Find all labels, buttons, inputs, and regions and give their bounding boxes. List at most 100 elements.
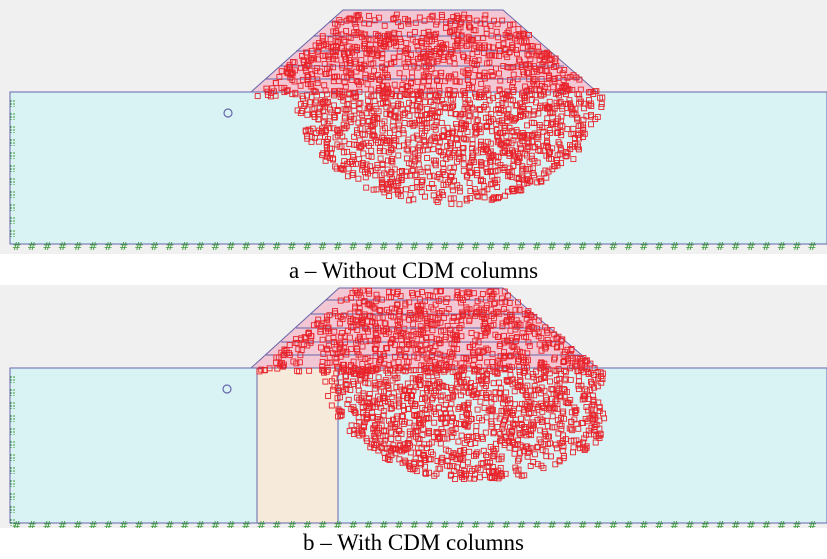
particle: [411, 353, 418, 360]
particle: [492, 299, 499, 306]
particle: [365, 152, 372, 159]
particle: [342, 53, 349, 60]
particle: [411, 62, 418, 69]
particle: [566, 97, 573, 104]
particle: [495, 467, 502, 474]
particle: [426, 357, 433, 364]
particle: [507, 21, 514, 28]
particle: [410, 387, 417, 394]
particle: [445, 395, 452, 401]
particle: [415, 47, 422, 54]
boundary-pin: #: [685, 240, 694, 253]
particle: [409, 36, 416, 43]
boundary-pin: #: [502, 519, 511, 528]
particle: [458, 317, 465, 324]
particle: [480, 312, 487, 319]
particle: [435, 310, 442, 317]
particle: [459, 110, 466, 117]
particle: [393, 384, 400, 391]
particle: [423, 40, 430, 47]
particle: [394, 321, 401, 328]
particle: [506, 408, 513, 415]
particle: [416, 166, 423, 173]
particle: [396, 48, 403, 55]
particle: [380, 99, 386, 106]
particle: [458, 471, 465, 478]
particle: [362, 356, 369, 362]
boundary-pin: #: [471, 519, 480, 528]
particle: [466, 306, 473, 313]
particle: [453, 294, 460, 301]
particle: [402, 300, 409, 307]
particle: [449, 102, 456, 109]
particle: [519, 387, 526, 394]
particle: [340, 149, 347, 156]
particle: [368, 153, 375, 160]
particle: [337, 394, 343, 401]
particle: [433, 197, 440, 203]
particle: [418, 125, 425, 132]
particle: [506, 172, 513, 179]
particle: [396, 456, 403, 463]
particle: [527, 463, 534, 469]
particle: [465, 41, 472, 48]
particle: [422, 120, 429, 127]
particle: [579, 396, 586, 403]
particle: [274, 365, 281, 372]
particle: [537, 427, 544, 434]
particle: [538, 82, 545, 89]
failure-zone-particles-a: [254, 11, 606, 208]
particle: [344, 401, 351, 407]
particle: [436, 288, 443, 295]
particle: [285, 64, 292, 71]
particle: [369, 131, 376, 138]
particle: [311, 88, 318, 95]
particle: [469, 141, 476, 147]
particle: [458, 33, 465, 40]
particle: [481, 44, 488, 51]
particle: [359, 320, 366, 327]
particle: [475, 339, 482, 346]
particle: [346, 427, 353, 434]
boundary-pin: #: [165, 240, 174, 253]
particle: [361, 20, 368, 27]
particle: [494, 21, 501, 28]
particle: [352, 89, 359, 96]
boundary-pin: #: [287, 519, 296, 528]
particle: [430, 378, 437, 385]
particle: [506, 300, 513, 306]
boundary-pin: #: [502, 240, 511, 253]
particle: [417, 54, 424, 61]
particle: [440, 166, 447, 173]
particle: [526, 325, 533, 332]
particle: [291, 78, 298, 85]
particle: [509, 381, 516, 388]
particle: [322, 378, 329, 385]
particle: [551, 424, 558, 431]
particle: [506, 124, 513, 131]
particle: [440, 100, 447, 107]
particle: [323, 153, 330, 160]
particle: [317, 42, 324, 49]
particle: [407, 384, 414, 391]
particle: [478, 368, 485, 375]
particle: [438, 456, 445, 463]
boundary-pin: #: [762, 519, 771, 528]
particle: [547, 378, 553, 385]
particle: [380, 42, 387, 49]
particle: [526, 32, 532, 38]
particle: [328, 109, 335, 116]
boundary-pin: #: [670, 519, 679, 528]
particle: [466, 16, 473, 23]
particle: [390, 186, 397, 193]
particle: [538, 335, 545, 342]
particle: [352, 303, 359, 310]
particle: [310, 322, 317, 329]
particle: [332, 73, 339, 80]
particle: [438, 97, 445, 103]
particle: [443, 420, 450, 427]
particle: [455, 405, 462, 412]
particle: [398, 174, 405, 181]
particle: [502, 192, 508, 199]
particle: [534, 386, 541, 393]
